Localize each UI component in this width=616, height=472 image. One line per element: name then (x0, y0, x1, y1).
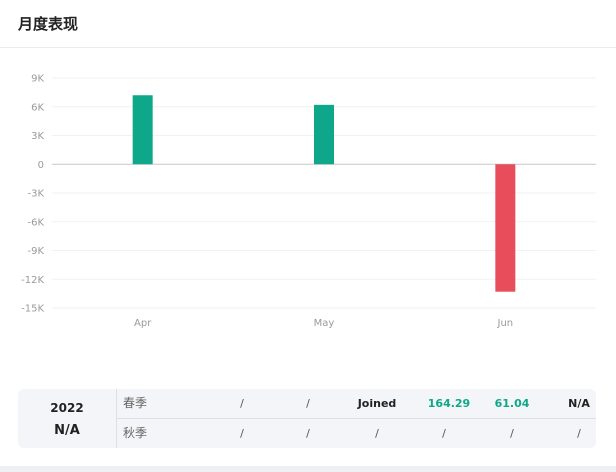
year-cell: 2022 N/A (18, 389, 117, 448)
x-tick-label: May (314, 318, 335, 329)
table-row: 秋季 / / / / / / (117, 419, 596, 448)
table-cell: N/A (568, 397, 590, 410)
bar-jun[interactable] (495, 164, 516, 292)
y-tick-label: 3K (31, 131, 44, 142)
bar-apr[interactable] (132, 95, 153, 165)
table-cell: / (306, 397, 310, 410)
panel-title: 月度表现 (18, 15, 79, 33)
table-cell: / (240, 427, 244, 440)
table-row: 春季 / / Joined 164.29 61.04 N/A (117, 389, 596, 419)
bar-may[interactable] (314, 104, 334, 165)
y-tick-label: -3K (27, 189, 44, 200)
x-tick-label: Jun (497, 318, 514, 329)
table-cell: 164.29 (427, 397, 471, 410)
table-cell: / (510, 427, 514, 440)
table-cell: 61.04 (494, 397, 530, 410)
y-tick-label: 9K (31, 74, 44, 85)
table-cell: / (577, 427, 581, 440)
table-cell: / (375, 427, 379, 440)
x-tick-label: Apr (134, 318, 152, 329)
panel-header: 月度表现 (0, 0, 616, 48)
y-tick-label: -9K (27, 246, 44, 257)
y-tick-label: 6K (31, 102, 44, 113)
season-table: 2022 N/A 春季 / / Joined 164.29 61.04 N/A … (18, 389, 596, 448)
y-tick-label: -6K (27, 217, 44, 228)
season-label: 春季 (123, 396, 148, 410)
year-label: 2022 (50, 401, 84, 415)
table-cell: Joined (357, 397, 397, 410)
table-cell: / (306, 427, 310, 440)
table-cell: / (442, 427, 446, 440)
y-tick-label: 0 (38, 160, 44, 171)
season-label: 秋季 (123, 426, 148, 440)
table-cell: / (240, 397, 244, 410)
year-value: N/A (54, 423, 80, 438)
bottom-divider (0, 466, 616, 472)
y-tick-label: -15K (21, 304, 44, 315)
y-tick-label: -12K (21, 275, 44, 286)
